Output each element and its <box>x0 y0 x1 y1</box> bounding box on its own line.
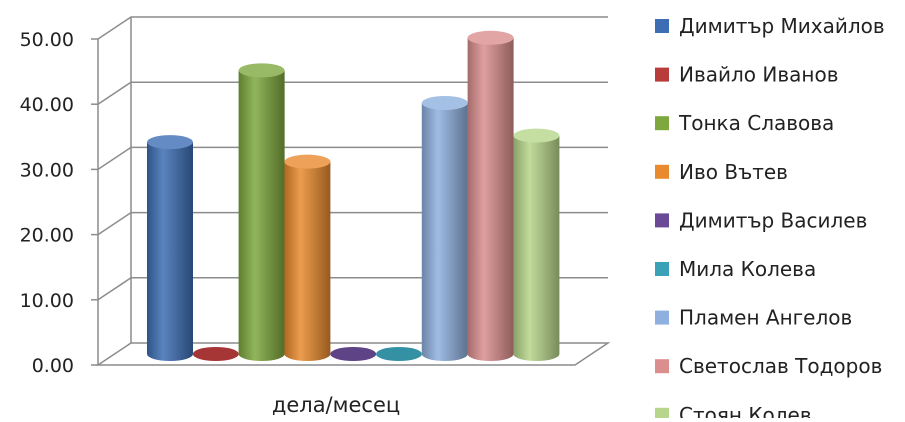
bar-body <box>238 70 285 361</box>
bar-2 <box>192 347 239 361</box>
legend-item: Тонка Славова <box>655 111 834 135</box>
legend-swatch <box>655 164 669 179</box>
legend-item: Мила Колева <box>655 257 816 281</box>
bar-top <box>513 128 560 143</box>
legend-item: Димитър Василев <box>655 208 867 232</box>
bar-body <box>513 135 560 361</box>
bar-9 <box>513 128 560 361</box>
bar-6 <box>376 347 422 361</box>
bar-top <box>467 30 514 45</box>
y-tick-label: 0.00 <box>32 355 74 377</box>
bar-flat <box>330 347 377 361</box>
y-tick-label: 20.00 <box>20 225 74 247</box>
gridline <box>97 16 608 40</box>
bar-3 <box>238 63 285 361</box>
bar-5 <box>330 347 377 361</box>
bar-body <box>147 142 193 361</box>
legend-label: Пламен Ангелов <box>679 306 852 330</box>
floor <box>95 342 611 366</box>
legend-item: Ивайло Иванов <box>655 63 838 87</box>
bar-7 <box>421 95 468 361</box>
bar-top <box>238 63 285 78</box>
bar-body <box>284 161 331 361</box>
legend-label: Иво Вътев <box>679 160 788 184</box>
bar-body <box>421 102 468 361</box>
legend-item: Светослав Тодоров <box>655 354 882 378</box>
legend-label: Ивайло Иванов <box>679 63 838 87</box>
y-tick-label: 40.00 <box>20 94 74 116</box>
bar-flat <box>192 347 239 361</box>
bar-8 <box>467 30 514 361</box>
legend-swatch <box>655 67 669 82</box>
legend-label: Стоян Колев <box>679 403 812 418</box>
legend-label: Светослав Тодоров <box>679 354 882 378</box>
bar-top <box>284 154 331 169</box>
legend-swatch <box>655 310 669 325</box>
legend-swatch <box>655 19 669 33</box>
bar-flat <box>376 347 422 361</box>
bars <box>147 30 560 361</box>
plot-walls <box>95 17 611 366</box>
legend: Димитър Михайлов Ивайло Иванов Тонка Славо… <box>655 14 885 422</box>
gridline <box>97 81 608 105</box>
legend-swatch <box>655 116 669 131</box>
y-tick-label: 10.00 <box>20 290 74 312</box>
y-tick-label: 50.00 <box>20 29 74 51</box>
legend-swatch <box>655 262 669 276</box>
legend-swatch <box>655 407 669 422</box>
legend-label: Димитър Василев <box>679 208 867 232</box>
x-axis-label: дела/месец <box>272 393 400 417</box>
bar-top <box>421 95 468 110</box>
legend-label: Мила Колева <box>679 257 816 281</box>
legend-item: Димитър Михайлов <box>655 14 885 38</box>
legend-label: Тонка Славова <box>678 111 834 135</box>
legend-item: Пламен Ангелов <box>655 306 852 330</box>
bar-4 <box>284 154 331 361</box>
bar-1 <box>147 135 193 361</box>
legend-label: Димитър Михайлов <box>679 14 885 38</box>
y-tick-label: 30.00 <box>20 159 74 181</box>
legend-swatch <box>655 213 669 228</box>
y-axis-ticks: 0.00 10.00 20.00 30.00 40.00 50.00 <box>20 29 98 377</box>
legend-item: Стоян Колев <box>655 403 812 422</box>
legend-swatch <box>655 359 669 374</box>
legend-item: Иво Вътев <box>655 160 788 184</box>
bar-body <box>467 37 514 361</box>
bar-top <box>147 135 193 150</box>
